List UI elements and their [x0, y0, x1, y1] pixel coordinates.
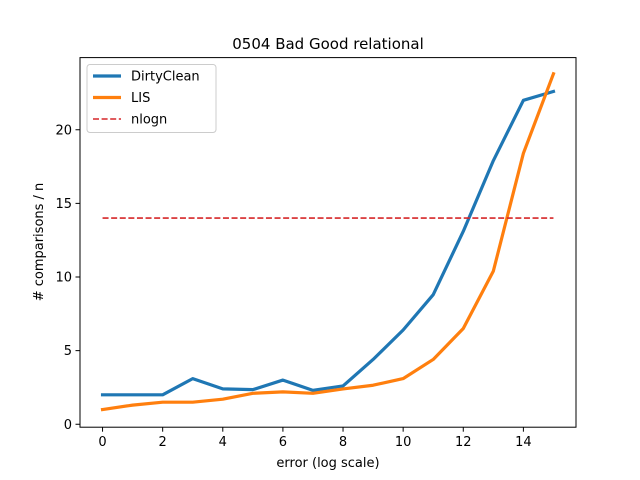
- y-tick-label: 5: [64, 344, 72, 359]
- x-tick-label: 0: [98, 435, 106, 450]
- y-axis-ticks: 0 5 10 15 20: [55, 123, 80, 433]
- legend: DirtyClean LIS nlogn: [86, 64, 217, 133]
- series-line-dirtyclean: [100, 89, 556, 397]
- legend-label-lis: LIS: [131, 91, 150, 106]
- legend-label-nlogn: nlogn: [131, 113, 167, 128]
- x-axis-ticks: 0 2 4 6 8 10 12 14: [98, 427, 532, 450]
- x-tick-label: 6: [279, 435, 287, 450]
- y-tick-label: 15: [55, 197, 72, 212]
- x-tick-label: 14: [515, 435, 532, 450]
- x-axis-label: error (log scale): [276, 456, 379, 471]
- legend-label-dirtyclean: DirtyClean: [131, 70, 200, 85]
- series-layer: [100, 71, 556, 412]
- x-tick-label: 12: [455, 435, 472, 450]
- y-axis-label: # comparisons / n: [32, 183, 47, 302]
- legend-box: [86, 64, 217, 133]
- y-tick-label: 0: [64, 418, 72, 433]
- x-tick-label: 4: [219, 435, 227, 450]
- x-tick-label: 8: [339, 435, 347, 450]
- plot-frame: [79, 57, 577, 428]
- y-tick-label: 20: [55, 123, 72, 138]
- x-tick-label: 2: [159, 435, 167, 450]
- series-line-lis: [100, 71, 556, 412]
- y-tick-label: 10: [55, 271, 72, 286]
- chart-title: 0504 Bad Good relational: [232, 35, 424, 53]
- x-tick-label: 10: [395, 435, 412, 450]
